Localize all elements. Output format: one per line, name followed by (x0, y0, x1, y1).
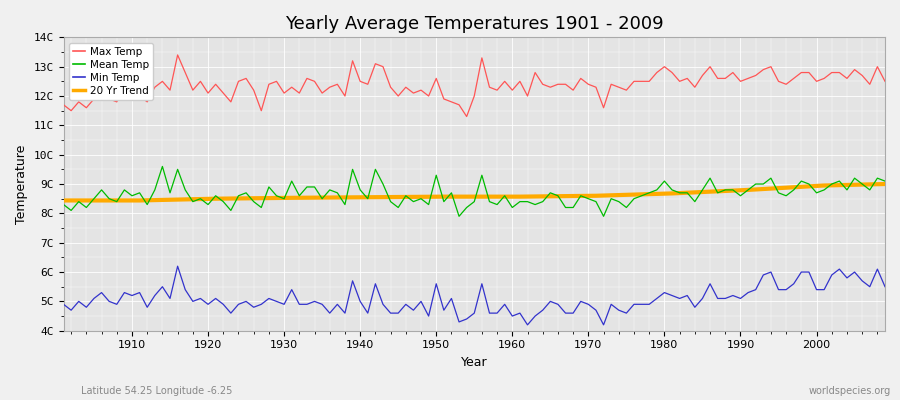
20 Yr Trend (590, 193, 601, 198)
20 Yr Trend (819, 183, 830, 188)
20 Yr Trend (58, 198, 69, 203)
Max Temp (172, 52, 183, 57)
Max Temp (119, 85, 130, 90)
Max Temp (294, 91, 305, 96)
Min Temp (507, 314, 517, 318)
Title: Yearly Average Temperatures 1901 - 2009: Yearly Average Temperatures 1901 - 2009 (285, 15, 663, 33)
Legend: Max Temp, Mean Temp, Min Temp, 20 Yr Trend: Max Temp, Mean Temp, Min Temp, 20 Yr Tre… (68, 42, 153, 100)
20 Yr Trend (363, 195, 374, 200)
20 Yr Trend (211, 196, 221, 201)
Min Temp (294, 302, 305, 307)
Mean Temp (157, 164, 167, 169)
Max Temp (339, 94, 350, 98)
Min Temp (119, 290, 130, 295)
Mean Temp (879, 179, 890, 184)
Min Temp (339, 311, 350, 316)
Mean Temp (294, 193, 305, 198)
20 Yr Trend (742, 188, 753, 192)
20 Yr Trend (286, 196, 297, 200)
Line: Min Temp: Min Temp (64, 266, 885, 325)
20 Yr Trend (438, 194, 449, 199)
Min Temp (522, 322, 533, 327)
Mean Temp (339, 202, 350, 207)
Mean Temp (522, 199, 533, 204)
Mean Temp (58, 202, 69, 207)
Line: 20 Yr Trend: 20 Yr Trend (64, 184, 885, 200)
Mean Temp (614, 199, 625, 204)
20 Yr Trend (667, 191, 678, 196)
Max Temp (462, 114, 472, 119)
Y-axis label: Temperature: Temperature (15, 144, 28, 224)
Mean Temp (515, 199, 526, 204)
Max Temp (522, 94, 533, 98)
Line: Max Temp: Max Temp (64, 55, 885, 116)
Line: Mean Temp: Mean Temp (64, 166, 885, 216)
Min Temp (614, 308, 625, 312)
Max Temp (614, 85, 625, 90)
Min Temp (58, 302, 69, 307)
X-axis label: Year: Year (461, 356, 488, 369)
Mean Temp (119, 188, 130, 192)
Text: Latitude 54.25 Longitude -6.25: Latitude 54.25 Longitude -6.25 (81, 386, 232, 396)
Mean Temp (454, 214, 464, 219)
20 Yr Trend (515, 194, 526, 199)
Max Temp (515, 79, 526, 84)
20 Yr Trend (134, 198, 145, 203)
20 Yr Trend (879, 182, 890, 186)
Min Temp (879, 284, 890, 289)
Max Temp (879, 79, 890, 84)
Min Temp (172, 264, 183, 268)
Text: worldspecies.org: worldspecies.org (809, 386, 891, 396)
Min Temp (515, 311, 526, 316)
Max Temp (58, 102, 69, 107)
